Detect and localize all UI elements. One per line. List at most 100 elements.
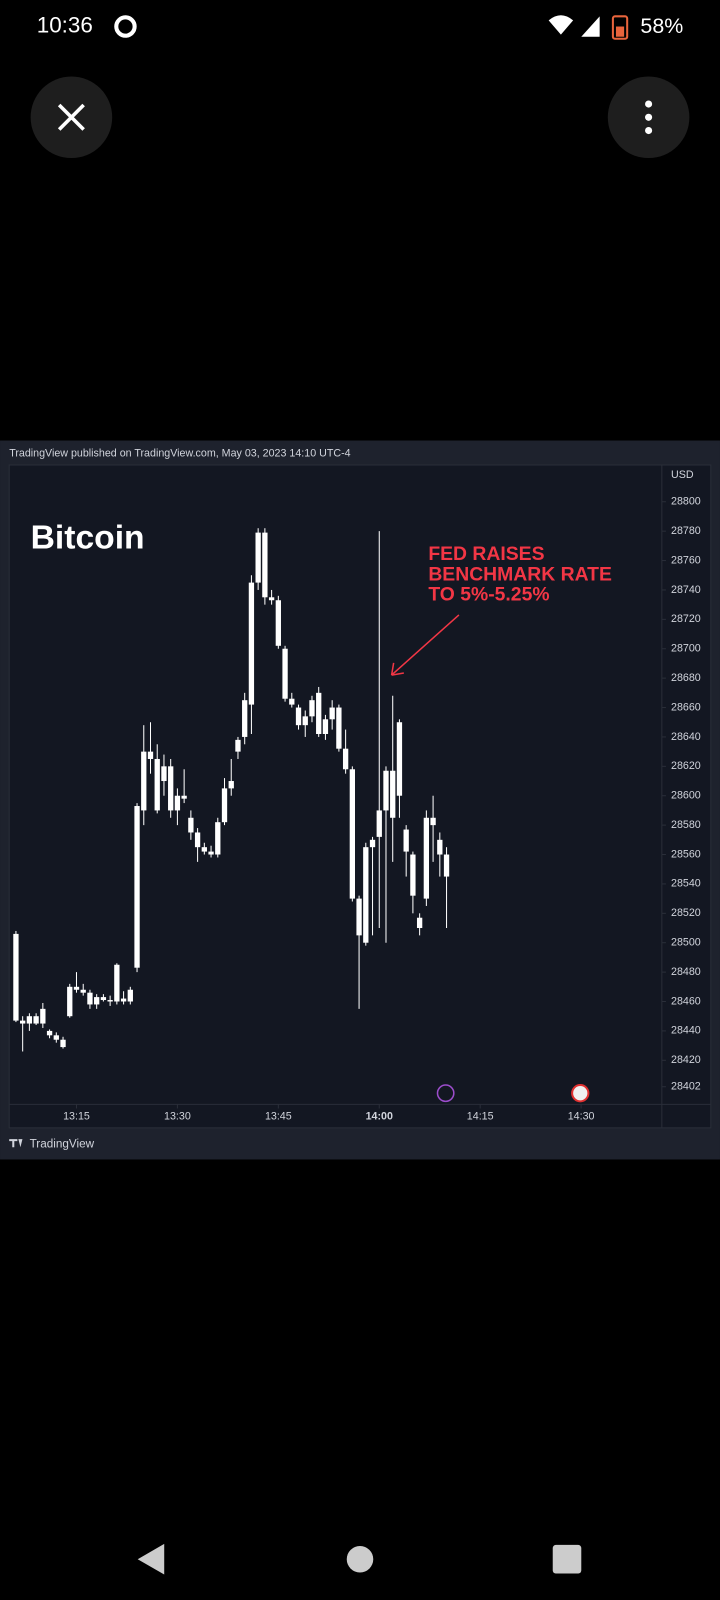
candle-body [13, 933, 19, 1021]
candle-body [268, 597, 275, 601]
candle-body [215, 822, 221, 855]
event-icon[interactable] [436, 1084, 455, 1103]
annotation-line: FED RAISES [428, 543, 544, 565]
candle-body [174, 795, 181, 811]
candle-body [87, 992, 93, 1005]
candle-body [423, 817, 430, 899]
candle-body [161, 766, 167, 782]
candle-body [356, 898, 362, 936]
candle-body [309, 700, 315, 717]
wifi-icon [548, 15, 574, 35]
candle-body [60, 1039, 66, 1048]
candle-body [336, 707, 342, 749]
y-tick-label: 28600 [671, 790, 701, 802]
candle-body [181, 795, 187, 799]
event-icons [436, 1084, 590, 1103]
y-tick-label: 28660 [671, 701, 701, 713]
candle-body [396, 722, 403, 796]
y-tick-label: 28680 [671, 672, 701, 684]
candle-body [221, 788, 228, 823]
y-tick-label: 28500 [671, 937, 701, 949]
candle-body [329, 707, 335, 720]
y-tick-label: 28760 [671, 554, 701, 566]
y-tick-label: 28440 [671, 1025, 701, 1037]
candle-body [107, 1000, 113, 1002]
candle-body [255, 532, 261, 583]
candle-body [127, 989, 133, 1002]
y-tick-label: 28740 [671, 584, 701, 596]
y-tick-label: 28402 [671, 1081, 701, 1093]
plot: 28402 28420 28440 28460 28480 28500 28520 28540… [13, 496, 701, 1122]
candle-body [416, 917, 423, 929]
candle-body [208, 851, 214, 855]
candle-body [302, 716, 308, 726]
event-icon[interactable] [571, 1084, 590, 1103]
candle-body [26, 1016, 33, 1024]
battery-text: 58% [640, 14, 683, 38]
candle-body [275, 600, 281, 646]
candle-body [342, 748, 349, 770]
annotation-line: TO 5%-5.25% [428, 584, 549, 606]
y-tick-label: 28580 [671, 819, 701, 831]
candle-body [282, 648, 288, 699]
candle-body [363, 847, 369, 943]
chart-title: Bitcoin [31, 519, 145, 556]
brand-logo [9, 1139, 23, 1148]
candle-body [262, 532, 268, 598]
y-tick-label: 28720 [671, 613, 701, 625]
candle-body [141, 751, 147, 811]
status-time: 10:36 [37, 12, 93, 37]
close-button[interactable] [30, 76, 113, 159]
annotation: FED RAISES BENCHMARK RATE TO 5%-5.25% [390, 543, 612, 676]
y-tick-label: 28620 [671, 760, 701, 772]
candle-body [242, 700, 248, 737]
candle-body [390, 770, 396, 818]
y-tick-label: 28640 [671, 731, 701, 743]
candle-body [147, 751, 154, 759]
candle-body [403, 829, 409, 852]
candle-body [201, 847, 207, 852]
candle-body [235, 739, 241, 752]
candle-body [53, 1035, 59, 1040]
candle-body [194, 832, 201, 848]
candle-body [443, 854, 450, 877]
candle-body [316, 692, 322, 734]
annotation-line: BENCHMARK RATE [428, 563, 612, 585]
candle-body [120, 998, 127, 1002]
annotation-arrow [390, 614, 460, 676]
x-tick-label: 13:15 [63, 1110, 90, 1122]
x-tick-label: 14:30 [568, 1110, 595, 1122]
x-tick-label: 13:45 [265, 1110, 292, 1122]
menu-button[interactable] [607, 76, 690, 159]
y-tick-label: 28700 [671, 643, 701, 655]
candle-body [188, 817, 194, 833]
y-tick-label: 28420 [671, 1054, 701, 1066]
x-tick-label: 14:00 [366, 1110, 393, 1122]
status-icon [114, 15, 137, 38]
battery-icon [611, 15, 629, 40]
candle-body [33, 1016, 39, 1024]
candle-body [228, 781, 234, 789]
candle-body [134, 806, 140, 968]
x-tick-label: 14:15 [467, 1110, 494, 1122]
candle-body [295, 707, 302, 726]
candle-body [168, 766, 174, 811]
y-tick-label: 28520 [671, 907, 701, 919]
y-tick-label: 28780 [671, 525, 701, 537]
candle-body [376, 810, 382, 837]
nav-back[interactable] [137, 1543, 165, 1575]
y-tick-label: 28540 [671, 878, 701, 890]
candle-body [94, 997, 100, 1005]
nav-home[interactable] [346, 1545, 374, 1573]
candle-body [100, 997, 107, 1001]
candle-body [248, 582, 255, 705]
battery-level [615, 26, 625, 37]
y-tick-label: 28800 [671, 496, 701, 508]
nav-recents[interactable] [552, 1544, 582, 1574]
candle-body [410, 854, 416, 896]
candle-body [114, 964, 120, 1002]
candle-body [80, 989, 86, 993]
y-tick-label: 28480 [671, 966, 701, 978]
candle-body [20, 1020, 26, 1024]
